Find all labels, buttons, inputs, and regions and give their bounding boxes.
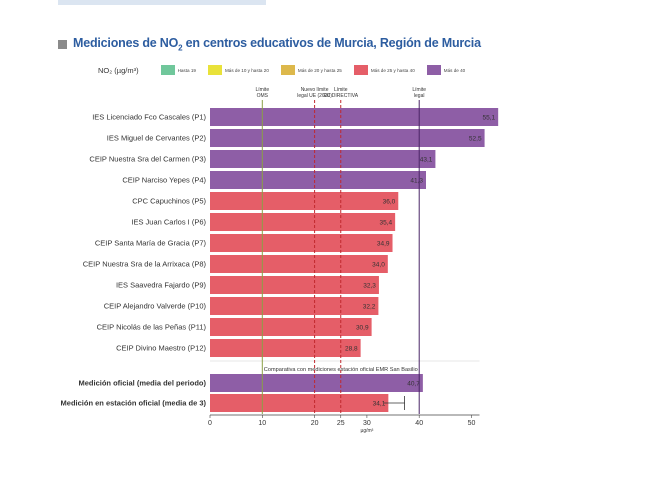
data-label: 32,3	[363, 282, 376, 289]
reference-line-label: legal	[414, 93, 425, 99]
reference-line-label: EU DIRECTIVA	[323, 93, 358, 99]
bar	[210, 171, 426, 189]
data-label: 35,4	[379, 219, 392, 226]
data-label: 36,0	[383, 198, 396, 205]
data-label: 55,1	[483, 114, 496, 121]
bar	[210, 108, 499, 126]
category-label: IES Miguel de Cervantes (P2)	[107, 134, 207, 143]
chart-title: Mediciones de NO2 en centros educativos …	[58, 36, 481, 52]
category-label: IES Licenciado Fco Cascales (P1)	[92, 113, 206, 122]
legend-item: Más de 20 y hasta 25	[280, 65, 342, 75]
comparison-bar	[210, 374, 423, 392]
reference-line-label: legal UE (2030)	[297, 93, 332, 99]
comparison-bar	[210, 394, 389, 412]
legend-item: Más de 40	[426, 65, 466, 75]
reference-line-label: Límite	[412, 87, 426, 93]
bar	[210, 297, 379, 315]
reference-line-label: Límite	[255, 87, 269, 93]
data-label: 34,9	[377, 240, 390, 247]
bar	[210, 255, 388, 273]
legend-label: Más de 25 y hasta 40	[370, 67, 415, 73]
comparison-data-label: 34,1	[373, 400, 386, 407]
legend-item: Más de 10 y hasta 20	[207, 65, 269, 75]
legend-unit: NO₂ (µg/m³)	[98, 65, 139, 75]
legend-item: Hasta 19	[160, 65, 196, 75]
x-axis-label: µg/m³	[360, 428, 373, 434]
legend-label: Más de 10 y hasta 20	[224, 67, 269, 73]
category-label: CEIP Santa María de Gracia (P7)	[95, 239, 207, 248]
bar	[210, 318, 372, 336]
legend-item: Más de 25 y hasta 40	[353, 65, 415, 75]
x-tick-label: 40	[415, 420, 423, 427]
legend-label: Más de 20 y hasta 25	[297, 67, 342, 73]
x-tick-label: 30	[363, 420, 371, 427]
data-label: 32,2	[363, 303, 376, 310]
legend-swatch	[280, 65, 295, 75]
x-tick-label: 50	[468, 420, 476, 427]
data-label: 34,0	[372, 261, 385, 268]
title-suffix: en centros educativos de Murcia, Región …	[182, 35, 481, 50]
category-label: CEIP Nuestra Sra de la Arrixaca (P8)	[83, 260, 207, 269]
comparison-label: Medición en estación oficial (media de 3…	[61, 399, 207, 408]
comparison-label: Medición oficial (media del periodo)	[78, 379, 206, 388]
category-label: CEIP Narciso Yepes (P4)	[122, 176, 206, 185]
bar	[210, 129, 485, 147]
legend-swatch	[426, 65, 441, 75]
x-tick-label: 0	[208, 420, 212, 427]
legend-swatch	[160, 65, 175, 75]
legend-swatch	[207, 65, 222, 75]
bar	[210, 276, 379, 294]
data-label: 43,1	[420, 156, 433, 163]
category-label: CEIP Nicolás de las Peñas (P11)	[97, 323, 207, 332]
reference-line-label: Límite	[334, 87, 348, 93]
category-label: CEIP Divino Maestro (P12)	[116, 344, 206, 353]
bar	[210, 213, 396, 231]
top-banner-strip	[58, 0, 266, 5]
bar	[210, 234, 393, 252]
data-label: 30,9	[356, 324, 369, 331]
legend-label: Hasta 19	[177, 67, 196, 73]
category-label: IES Juan Carlos I (P6)	[131, 218, 206, 227]
x-tick-label: 10	[258, 420, 266, 427]
category-label: CEIP Nuestra Sra del Carmen (P3)	[89, 155, 206, 164]
bar	[210, 192, 399, 210]
category-label: IES Saavedra Fajardo (P9)	[116, 281, 207, 290]
title-subscript: 2	[178, 43, 183, 53]
data-label: 41,3	[410, 177, 423, 184]
data-label: 52,5	[469, 135, 482, 142]
data-label: 28,8	[345, 345, 358, 352]
legend-swatch	[353, 65, 368, 75]
reference-line-label: OMS	[257, 93, 269, 99]
legend: NO₂ (µg/m³) Hasta 19 Más de 10 y hasta 2…	[98, 63, 477, 77]
bar	[210, 339, 361, 357]
comparison-data-label: 40,7	[407, 380, 420, 387]
title-square-icon	[58, 39, 67, 49]
bar	[210, 150, 436, 168]
legend-label: Más de 40	[443, 67, 466, 73]
category-label: CPC Capuchinos (P5)	[132, 197, 206, 206]
title-text: Mediciones de NO2 en centros educativos …	[73, 36, 481, 53]
x-tick-label: 25	[337, 420, 345, 427]
title-prefix: Mediciones de NO	[73, 35, 179, 50]
reference-line-label: Nuevo límite	[301, 87, 329, 93]
category-label: CEIP Alejandro Valverde (P10)	[104, 302, 207, 311]
x-tick-label: 20	[311, 420, 319, 427]
